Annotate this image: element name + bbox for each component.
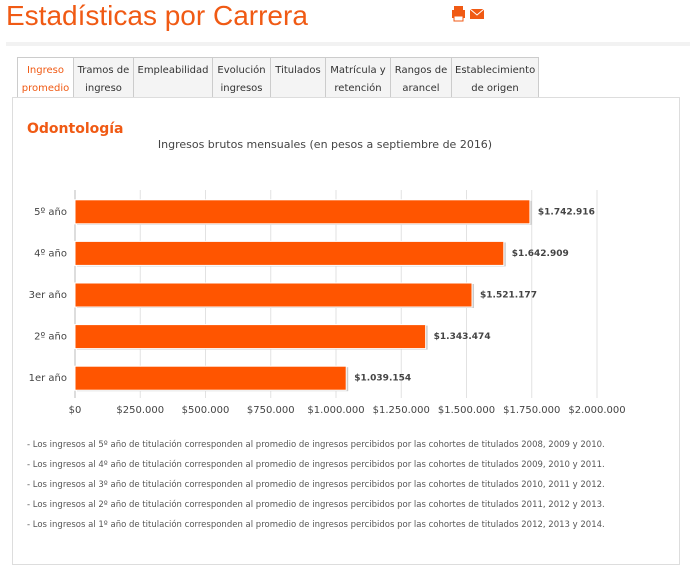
x-tick-label: $1.000.000 <box>307 405 364 416</box>
tab[interactable]: Establecimiento de origen <box>451 57 539 97</box>
x-tick-label: $250.000 <box>116 405 164 416</box>
note: - Los ingresos al 4º año de titulación c… <box>27 460 605 470</box>
x-tick-label: $2.000.000 <box>568 405 625 416</box>
x-tick-label: $1.750.000 <box>503 405 560 416</box>
x-tick-label: $750.000 <box>247 405 295 416</box>
tab[interactable]: Empleabilidad <box>133 57 213 97</box>
y-tick-label: 1er año <box>29 373 67 384</box>
value-label: $1.039.154 <box>354 374 411 384</box>
value-label: $1.343.474 <box>434 332 491 342</box>
y-tick-label: 4º año <box>34 248 67 259</box>
note: - Los ingresos al 5º año de titulación c… <box>27 440 605 450</box>
tab-bar: Ingreso promedio Tramos de ingreso Empleab… <box>17 57 539 97</box>
tab[interactable]: Matrícula y retención <box>325 57 391 97</box>
value-label: $1.521.177 <box>480 291 537 301</box>
x-tick-label: $500.000 <box>182 405 230 416</box>
note: - Los ingresos al 1º año de titulación c… <box>27 520 605 530</box>
y-tick-label: 5º año <box>34 207 67 218</box>
tab[interactable]: Evolución ingresos <box>212 57 271 97</box>
bar <box>74 199 531 225</box>
chart-title: Ingresos brutos mensuales (en pesos a se… <box>158 138 492 151</box>
x-tick-label: $1.500.000 <box>438 405 495 416</box>
bar <box>74 324 427 350</box>
action-icons[interactable] <box>451 6 487 22</box>
section-title: Odontología <box>27 121 124 137</box>
y-tick-label: 3er año <box>29 290 67 301</box>
value-label: $1.642.909 <box>512 249 569 259</box>
note: - Los ingresos al 2º año de titulación c… <box>27 500 605 510</box>
x-tick-label: $0 <box>69 405 82 416</box>
x-tick-label: $1.250.000 <box>373 405 430 416</box>
y-tick-label: 2º año <box>34 332 67 343</box>
note: - Los ingresos al 3º año de titulación c… <box>27 480 605 490</box>
value-label: $1.742.916 <box>538 207 595 217</box>
bar <box>74 240 505 266</box>
bar <box>74 282 473 308</box>
tab[interactable]: Ingreso promedio <box>17 57 74 97</box>
tab[interactable]: Tramos de ingreso <box>73 57 134 97</box>
title-rule <box>6 42 690 46</box>
bar <box>74 365 347 391</box>
page-title: Estadísticas por Carrera <box>6 0 308 31</box>
